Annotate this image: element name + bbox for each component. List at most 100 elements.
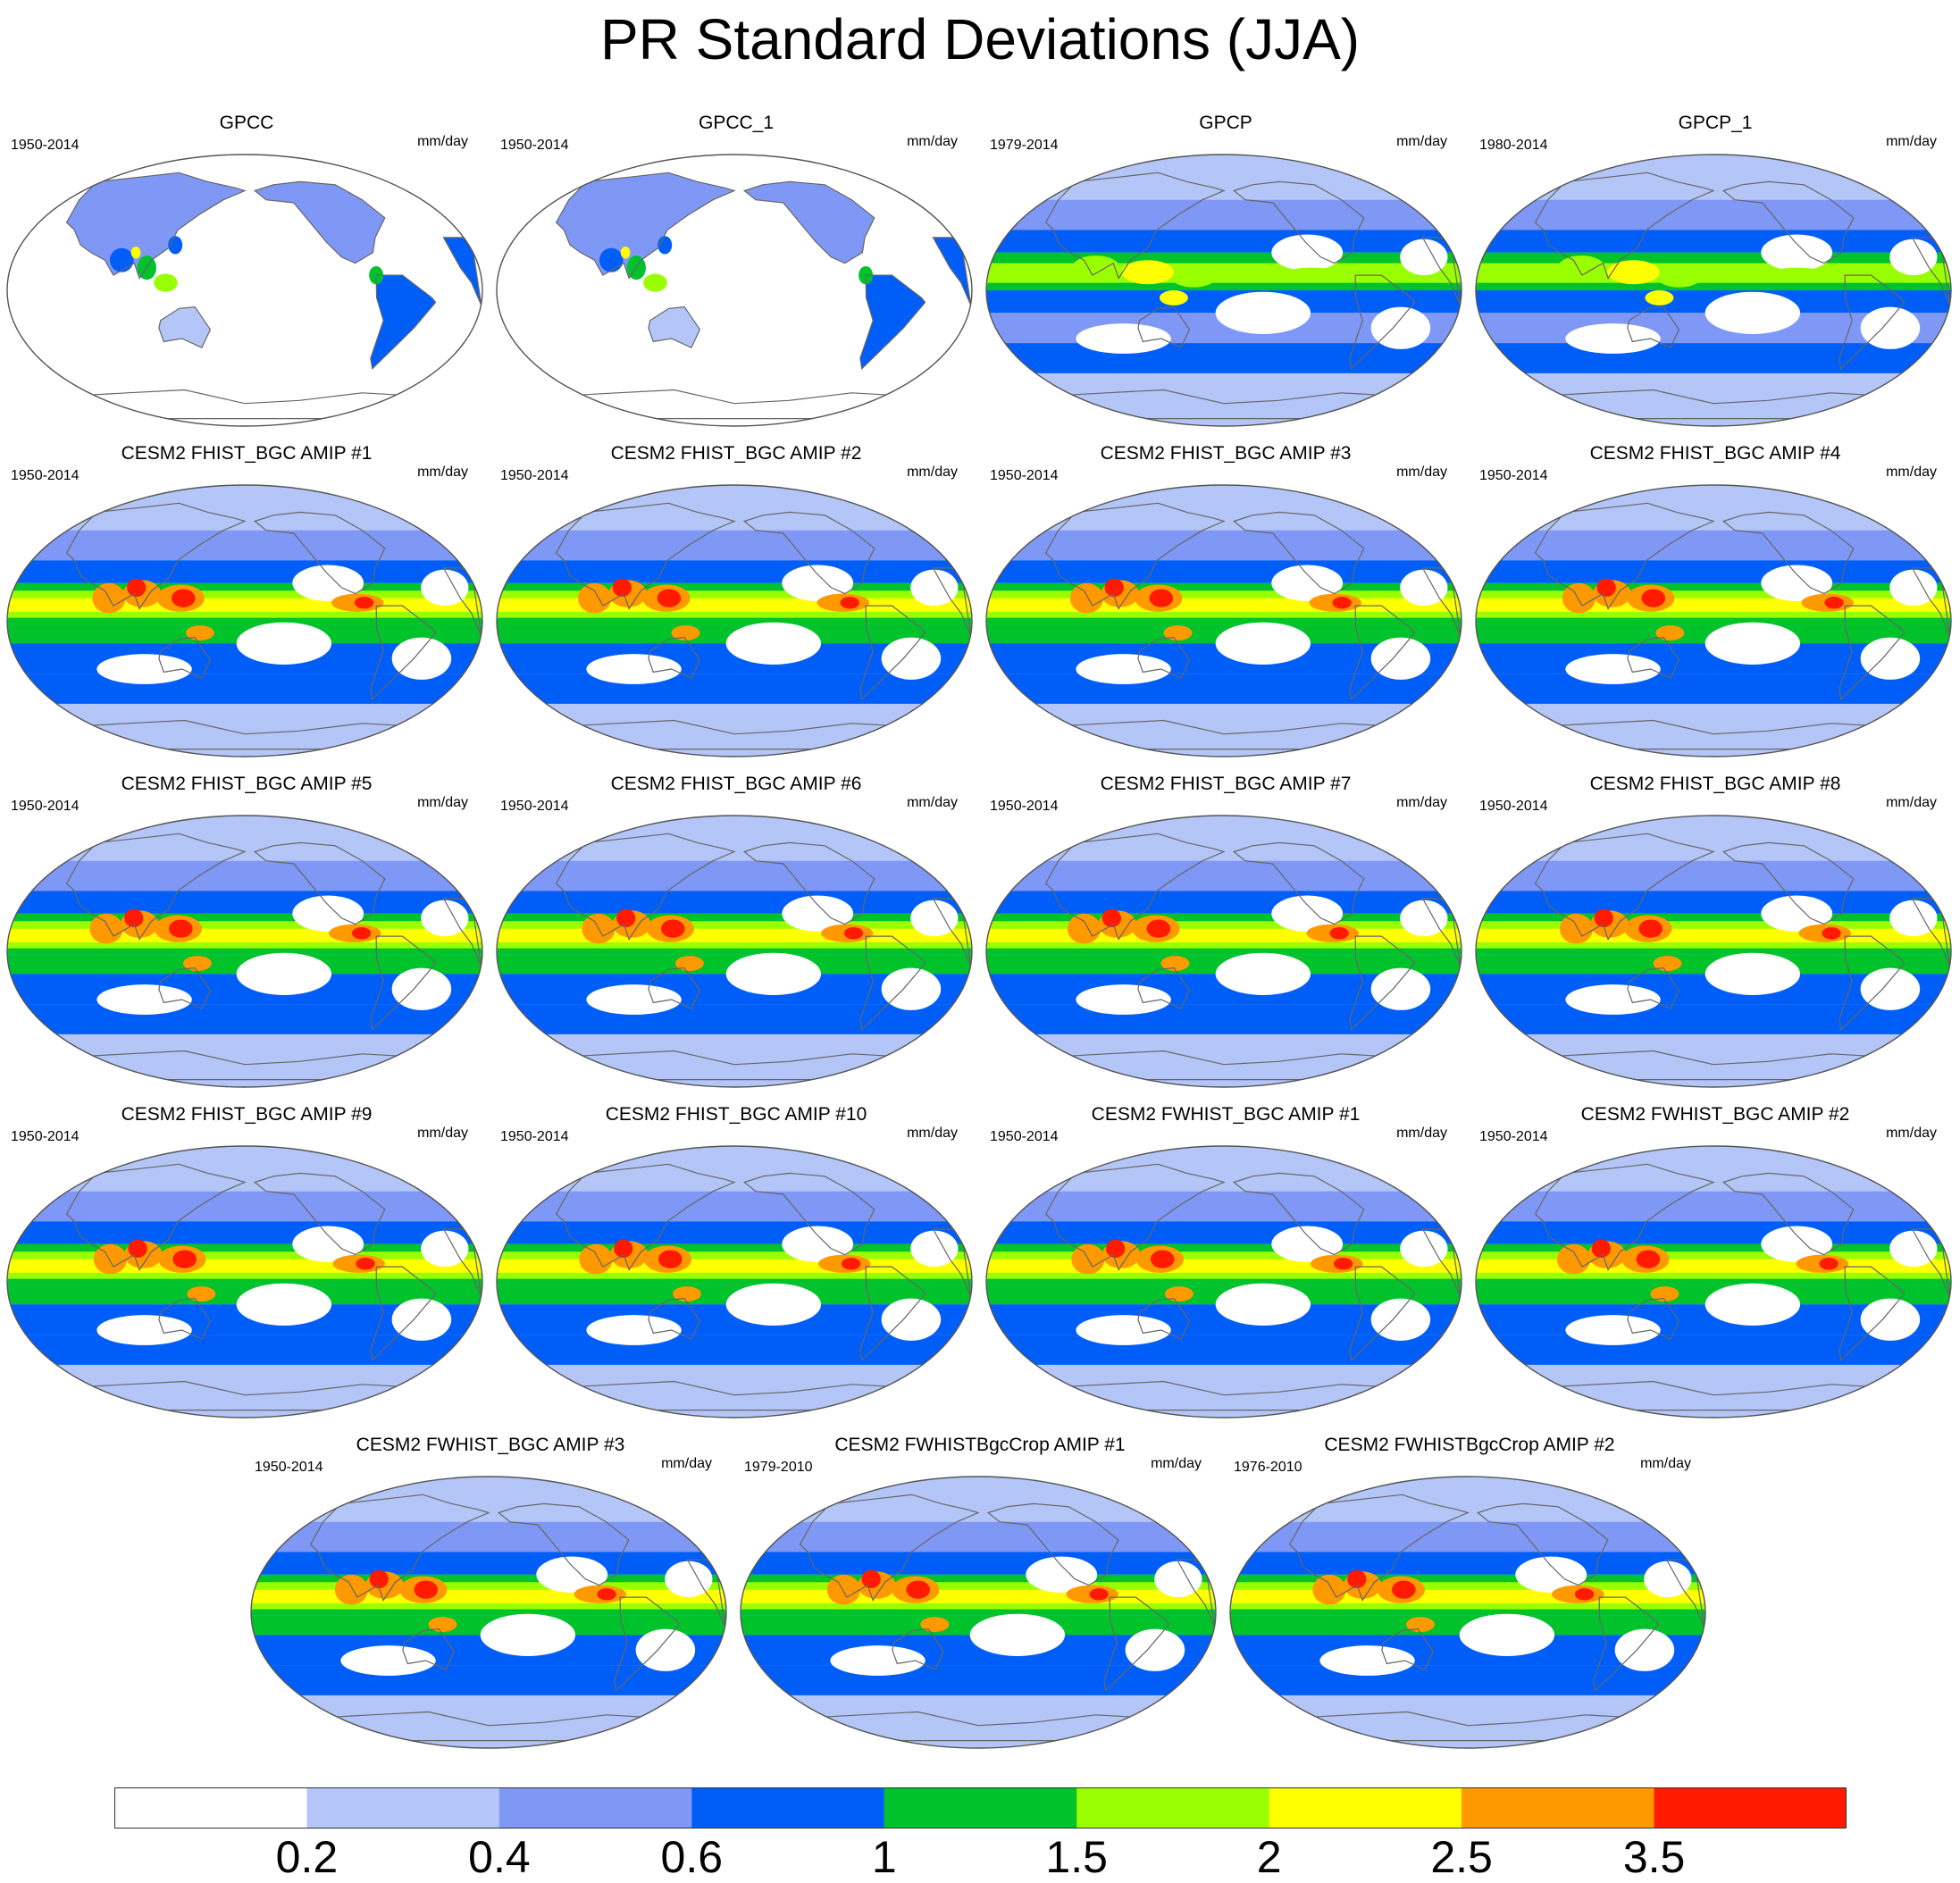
map-border <box>1475 815 1952 1088</box>
precip-field <box>986 485 1462 757</box>
panel-period: 1950-2014 <box>11 1129 80 1144</box>
panel-period: 1950-2014 <box>1479 1129 1548 1144</box>
panel-units: mm/day <box>907 464 958 480</box>
map-border <box>985 154 1462 427</box>
coastlines <box>65 172 482 420</box>
map-panel: CESM2 FHIST_BGC AMIP #4 1950-2014 mm/day <box>1470 442 1960 764</box>
panel-units: mm/day <box>417 795 468 810</box>
world-map <box>1475 1145 1952 1419</box>
world-map <box>496 154 973 427</box>
panel-period: 1950-2014 <box>500 468 569 483</box>
world-map <box>985 154 1462 427</box>
map-panel: CESM2 FHIST_BGC AMIP #2 1950-2014 mm/day <box>491 442 981 764</box>
precip-field <box>1476 816 1951 1087</box>
map-panel: CESM2 FHIST_BGC AMIP #3 1950-2014 mm/day <box>981 442 1470 764</box>
map-panel: CESM2 FHIST_BGC AMIP #7 1950-2014 mm/day <box>981 773 1470 1094</box>
world-map <box>6 1145 483 1419</box>
panel-units: mm/day <box>417 1126 468 1141</box>
map-border <box>496 484 973 757</box>
world-map <box>1475 154 1952 427</box>
colorbar <box>114 1787 1847 1829</box>
panel-period: 1979-2010 <box>744 1460 813 1475</box>
precip-field <box>7 485 482 757</box>
panel-period: 1950-2014 <box>255 1460 323 1475</box>
panel-units: mm/day <box>1396 1126 1447 1141</box>
panel-units: mm/day <box>907 795 958 810</box>
map-panel: CESM2 FHIST_BGC AMIP #6 1950-2014 mm/day <box>491 773 981 1094</box>
panel-title: CESM2 FHIST_BGC AMIP #8 <box>1589 774 1841 794</box>
world-map <box>6 815 483 1088</box>
map-border <box>985 815 1462 1088</box>
world-map <box>1475 815 1952 1088</box>
panel-units: mm/day <box>1886 464 1937 480</box>
world-map <box>740 1476 1217 1749</box>
map-border <box>6 484 483 757</box>
map-panel: CESM2 FHIST_BGC AMIP #8 1950-2014 mm/day <box>1470 773 1960 1094</box>
map-border <box>1475 154 1952 427</box>
coastlines <box>1044 833 1462 1081</box>
precip-field <box>986 816 1462 1087</box>
colorbar-tick-label: 0.4 <box>468 1832 531 1882</box>
world-map <box>1229 1476 1706 1749</box>
map-border <box>250 1476 727 1749</box>
panel-title: CESM2 FWHISTBgcCrop AMIP #2 <box>1324 1435 1615 1455</box>
colorbar-swatch <box>1654 1787 1847 1829</box>
colorbar-swatch <box>1076 1787 1270 1829</box>
panel-title: CESM2 FHIST_BGC AMIP #4 <box>1589 443 1841 464</box>
world-map <box>496 484 973 757</box>
panel-units: mm/day <box>907 134 958 149</box>
map-border <box>1229 1476 1706 1749</box>
world-map <box>6 154 483 427</box>
precip-field <box>251 1477 726 1748</box>
colorbar-swatch <box>1269 1787 1462 1829</box>
colorbar-tick-label: 1.5 <box>1045 1832 1108 1882</box>
map-panel: CESM2 FWHISTBgcCrop AMIP #1 1979-2010 mm/d… <box>735 1434 1225 1755</box>
map-border <box>6 815 483 1088</box>
map-border <box>6 1145 483 1419</box>
panel-units: mm/day <box>417 134 468 149</box>
precip-field <box>7 155 482 426</box>
panel-title: GPCC <box>219 113 274 133</box>
map-panel: CESM2 FHIST_BGC AMIP #1 1950-2014 mm/day <box>2 442 491 764</box>
panel-units: mm/day <box>1396 795 1447 810</box>
map-border <box>496 154 973 427</box>
colorbar-swatch <box>498 1787 692 1829</box>
precip-field <box>497 1146 972 1418</box>
coastlines <box>1044 1163 1462 1411</box>
precip-field <box>1476 1146 1951 1418</box>
panel-units: mm/day <box>1886 134 1937 149</box>
map-panel: CESM2 FWHIST_BGC AMIP #2 1950-2014 mm/day <box>1470 1103 1960 1425</box>
panel-period: 1950-2014 <box>1479 799 1548 814</box>
precip-field <box>986 155 1462 426</box>
panel-title: CESM2 FHIST_BGC AMIP #9 <box>121 1104 373 1125</box>
map-panel: GPCP_1 1980-2014 mm/day <box>1470 112 1960 433</box>
coastlines <box>1534 502 1951 750</box>
world-map <box>6 484 483 757</box>
world-map <box>250 1476 727 1749</box>
colorbar-tick-label: 2 <box>1256 1832 1282 1882</box>
world-map <box>985 484 1462 757</box>
panel-units: mm/day <box>1886 1126 1937 1141</box>
panel-title: CESM2 FWHIST_BGC AMIP #3 <box>356 1435 625 1455</box>
world-map <box>496 1145 973 1419</box>
colorbar-tick-label: 0.6 <box>660 1832 724 1882</box>
map-border <box>985 484 1462 757</box>
colorbar-swatch <box>1462 1787 1655 1829</box>
map-panel: CESM2 FWHIST_BGC AMIP #1 1950-2014 mm/day <box>981 1103 1470 1425</box>
precip-field <box>497 485 972 757</box>
panel-title: CESM2 FHIST_BGC AMIP #3 <box>1100 443 1352 464</box>
map-panel: CESM2 FHIST_BGC AMIP #9 1950-2014 mm/day <box>2 1103 491 1425</box>
panel-period: 1950-2014 <box>500 1129 569 1144</box>
panel-period: 1980-2014 <box>1479 138 1548 153</box>
coastlines <box>65 833 482 1081</box>
panel-period: 1950-2014 <box>11 799 80 814</box>
map-border <box>740 1476 1217 1749</box>
panel-period: 1979-2014 <box>990 138 1059 153</box>
panel-title: CESM2 FHIST_BGC AMIP #7 <box>1100 774 1352 794</box>
panel-title: CESM2 FHIST_BGC AMIP #6 <box>610 774 862 794</box>
map-panel: CESM2 FWHISTBgcCrop AMIP #2 1976-2010 mm/d… <box>1225 1434 1714 1755</box>
world-map <box>1475 484 1952 757</box>
panel-title: CESM2 FWHIST_BGC AMIP #1 <box>1091 1104 1361 1125</box>
panel-units: mm/day <box>1396 464 1447 480</box>
panel-period: 1950-2014 <box>500 138 569 153</box>
